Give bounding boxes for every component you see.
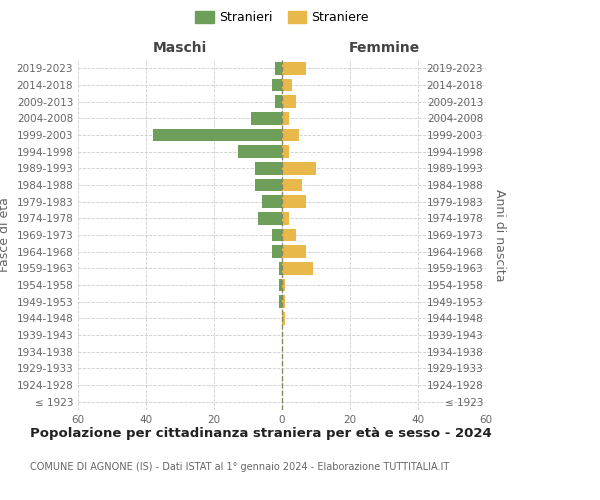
Bar — [278, 296, 282, 308]
Text: Popolazione per cittadinanza straniera per età e sesso - 2024: Popolazione per cittadinanza straniera p… — [30, 428, 492, 440]
Bar — [282, 129, 299, 141]
Bar — [272, 229, 282, 241]
Y-axis label: Anni di nascita: Anni di nascita — [493, 188, 506, 281]
Bar — [262, 196, 282, 208]
Bar — [255, 162, 282, 174]
Bar — [275, 96, 282, 108]
Bar — [282, 112, 289, 124]
Bar — [258, 212, 282, 224]
Bar — [153, 129, 282, 141]
Y-axis label: Fasce di età: Fasce di età — [0, 198, 11, 272]
Bar — [282, 179, 302, 192]
Bar — [282, 229, 296, 241]
Text: Femmine: Femmine — [349, 41, 419, 55]
Bar — [238, 146, 282, 158]
Bar — [278, 279, 282, 291]
Bar — [282, 279, 286, 291]
Bar — [275, 62, 282, 74]
Bar — [282, 312, 286, 324]
Bar — [282, 62, 306, 74]
Bar — [282, 296, 286, 308]
Bar — [251, 112, 282, 124]
Bar — [282, 262, 313, 274]
Bar — [282, 246, 306, 258]
Bar — [282, 146, 289, 158]
Bar — [282, 162, 316, 174]
Bar — [282, 96, 296, 108]
Bar — [272, 246, 282, 258]
Bar — [282, 212, 289, 224]
Text: COMUNE DI AGNONE (IS) - Dati ISTAT al 1° gennaio 2024 - Elaborazione TUTTITALIA.: COMUNE DI AGNONE (IS) - Dati ISTAT al 1°… — [30, 462, 449, 472]
Bar — [278, 262, 282, 274]
Text: Maschi: Maschi — [153, 41, 207, 55]
Bar — [282, 79, 292, 92]
Bar — [282, 196, 306, 208]
Bar — [272, 79, 282, 92]
Bar — [255, 179, 282, 192]
Legend: Stranieri, Straniere: Stranieri, Straniere — [195, 11, 369, 24]
